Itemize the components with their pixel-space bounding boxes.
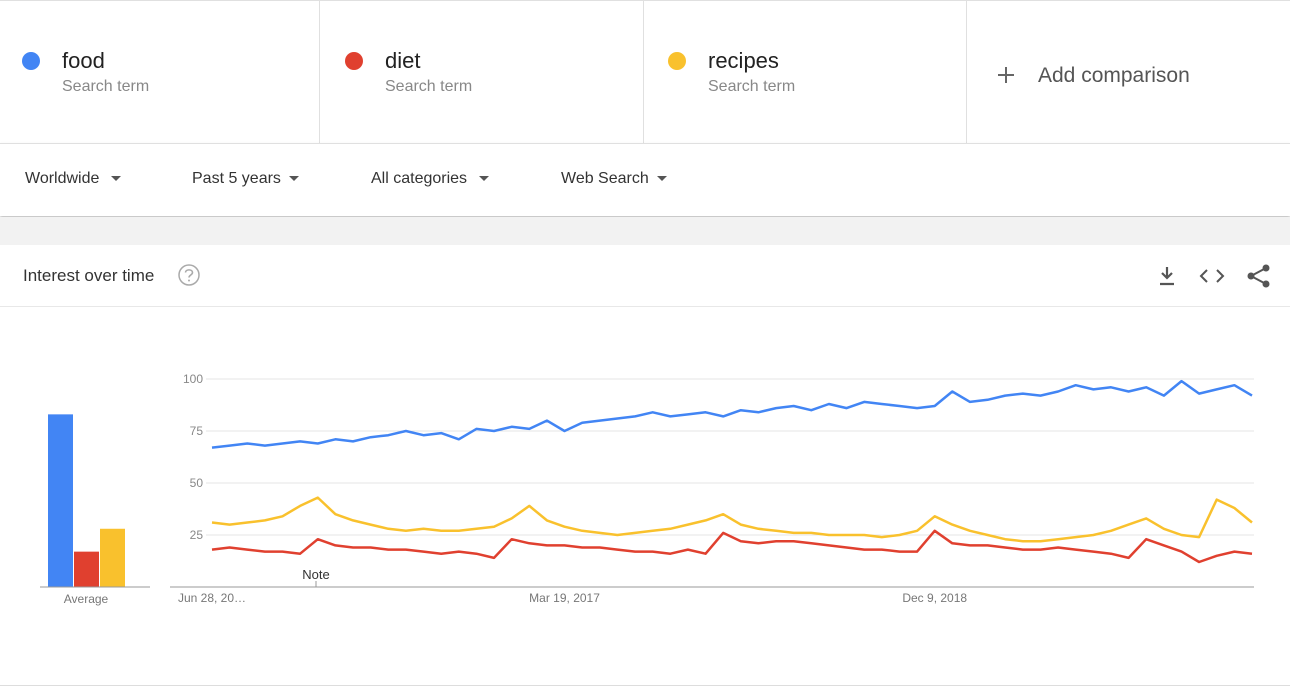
average-bar [48, 414, 73, 587]
series-line [211, 529, 1253, 564]
y-tick-label: 50 [190, 476, 204, 490]
term: recipes [708, 48, 779, 73]
term: food [62, 48, 105, 73]
dropdown-arrow [288, 176, 299, 181]
separator-band [0, 217, 1290, 245]
term-cell[interactable]: recipes Search term [644, 0, 967, 143]
filter-label: Web Search [561, 170, 649, 187]
x-tick-label: Jun 28, 20… [178, 591, 246, 605]
filter[interactable]: Past 5 years [192, 170, 311, 188]
term-dot [668, 52, 686, 70]
divider [0, 685, 1290, 686]
add-comparison[interactable]: Add comparison [967, 0, 1290, 143]
term-dot [345, 52, 363, 70]
divider [0, 306, 1290, 307]
average-bar [100, 528, 125, 587]
download-icon[interactable] [1160, 267, 1174, 286]
help-icon[interactable] [177, 263, 201, 287]
filter-bar [0, 143, 1290, 216]
filter-label: Past 5 years [192, 170, 281, 187]
term-cell[interactable]: food Search term [0, 0, 320, 143]
dropdown-arrow [111, 176, 122, 181]
filter[interactable]: Worldwide [25, 170, 129, 188]
y-tick-label: 75 [190, 424, 204, 438]
x-tick-label: Mar 19, 2017 [529, 591, 600, 605]
filter-label: All categories [371, 170, 468, 187]
average-bar [74, 551, 99, 587]
card-title: Interest over time [23, 266, 155, 285]
term-type: Search term [708, 78, 796, 95]
filter[interactable]: All categories [371, 170, 497, 188]
y-tick-label: 100 [183, 372, 203, 386]
y-tick-label: 25 [190, 528, 204, 542]
filter[interactable]: Web Search [561, 170, 679, 188]
term-cell[interactable]: diet Search term [320, 0, 644, 143]
embed-icon[interactable] [1199, 269, 1225, 283]
series-line [211, 496, 1253, 543]
annotation: Note [302, 567, 329, 582]
plus-icon [998, 67, 1014, 83]
series-line [211, 379, 1253, 449]
card-actions [1160, 264, 1270, 288]
x-tick-label: Dec 9, 2018 [902, 591, 967, 605]
add-comparison-label: Add comparison [1038, 64, 1190, 87]
filter-label: Worldwide [25, 170, 100, 187]
dropdown-arrow [479, 176, 490, 181]
term: diet [385, 48, 421, 73]
term-type: Search term [62, 78, 150, 95]
term-dot [22, 52, 40, 70]
term-type: Search term [385, 78, 473, 95]
share-icon[interactable] [1247, 264, 1270, 288]
x-axis-label: Average [64, 592, 109, 606]
dropdown-arrow [656, 176, 667, 181]
